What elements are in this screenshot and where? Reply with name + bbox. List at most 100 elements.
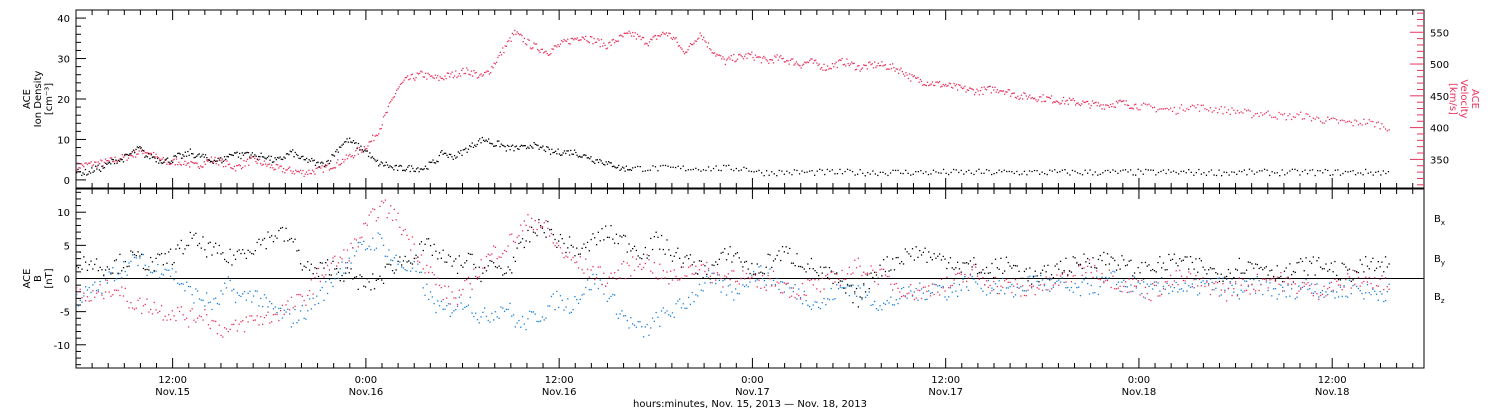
- bx-point: [428, 238, 430, 240]
- density-point: [180, 157, 183, 159]
- bz-point: [195, 321, 197, 323]
- by-point: [830, 287, 832, 290]
- velocity-point: [654, 34, 657, 37]
- velocity-point: [991, 86, 994, 88]
- velocity-point: [1184, 110, 1186, 112]
- bz-point: [1144, 286, 1147, 288]
- by-point: [1368, 292, 1370, 294]
- by-point: [937, 285, 939, 287]
- density-point: [98, 169, 100, 171]
- bx-point: [204, 249, 206, 251]
- velocity-point: [1144, 103, 1147, 105]
- density-point: [811, 170, 813, 172]
- top-panel-frame: [75, 9, 1425, 189]
- bx-point: [274, 235, 276, 237]
- bx-point: [433, 243, 435, 246]
- bx-point: [502, 274, 504, 276]
- velocity-point: [1300, 111, 1302, 113]
- density-point: [983, 172, 985, 174]
- density-point: [712, 167, 715, 170]
- bx-point: [370, 289, 372, 291]
- density-point: [548, 148, 550, 151]
- bx-point: [1339, 279, 1342, 281]
- bz-point: [220, 334, 222, 336]
- density-point: [322, 162, 324, 164]
- by-point: [420, 271, 423, 273]
- density-point: [159, 160, 161, 162]
- velocity-point: [256, 162, 258, 164]
- by-point: [1217, 277, 1219, 280]
- velocity-point: [1035, 99, 1037, 101]
- bz-point: [1260, 284, 1262, 286]
- density-point: [576, 154, 578, 156]
- bx-point: [1323, 268, 1325, 270]
- bx-point: [193, 234, 195, 236]
- density-point: [119, 160, 121, 162]
- by-point: [765, 284, 767, 286]
- by-point: [994, 283, 997, 285]
- density-point: [1365, 168, 1367, 171]
- by-point: [1254, 292, 1257, 294]
- density-point: [627, 169, 629, 171]
- bz-point: [1161, 293, 1163, 295]
- by-point: [281, 317, 284, 319]
- density-point: [87, 173, 89, 175]
- bx-point: [819, 266, 822, 268]
- density-point: [615, 167, 617, 169]
- velocity-point: [268, 163, 270, 165]
- by-point: [475, 312, 477, 314]
- by-point: [1184, 282, 1186, 284]
- density-point: [1304, 169, 1306, 171]
- density-point: [547, 146, 549, 149]
- velocity-point: [825, 69, 828, 71]
- velocity-point: [459, 75, 462, 77]
- bz-point: [323, 276, 325, 278]
- by-point: [594, 283, 596, 285]
- density-point: [302, 155, 304, 157]
- bx-point: [1115, 269, 1118, 271]
- density-point: [803, 171, 806, 174]
- by-point: [431, 296, 433, 298]
- velocity-point: [1206, 109, 1208, 111]
- velocity-point: [456, 76, 458, 79]
- bx-point: [1087, 257, 1089, 260]
- by-point: [104, 279, 107, 281]
- density-point: [551, 148, 553, 150]
- by-point: [363, 240, 365, 242]
- velocity-point: [110, 157, 113, 159]
- by-point: [621, 310, 623, 312]
- bx-point: [404, 255, 406, 258]
- bx-point: [1359, 259, 1361, 261]
- by-point: [453, 310, 455, 312]
- bx-point: [1007, 261, 1009, 264]
- by-point: [247, 292, 249, 294]
- bz-point: [1094, 265, 1096, 267]
- velocity-point: [193, 162, 196, 165]
- density-point: [475, 145, 477, 148]
- velocity-point: [728, 56, 730, 58]
- velocity-point: [261, 164, 263, 166]
- velocity-point: [760, 62, 763, 64]
- bz-point: [144, 303, 146, 306]
- velocity-point: [648, 41, 651, 43]
- density-point: [143, 150, 145, 152]
- by-point: [567, 298, 569, 300]
- bz-point: [919, 289, 921, 292]
- bx-point: [1321, 268, 1323, 270]
- velocity-point: [190, 160, 192, 163]
- by-point: [718, 279, 720, 281]
- velocity-point: [414, 79, 416, 81]
- by-point: [224, 282, 226, 284]
- by-point: [137, 264, 139, 267]
- by-point: [1316, 283, 1318, 285]
- velocity-point: [704, 40, 706, 42]
- velocity-point: [1157, 109, 1159, 111]
- density-point: [672, 166, 674, 168]
- bz-point: [1041, 289, 1044, 291]
- velocity-point: [815, 59, 817, 61]
- bz-point: [231, 323, 233, 326]
- by-point: [278, 307, 280, 310]
- by-point: [1296, 296, 1298, 298]
- velocity-point: [1043, 100, 1045, 103]
- bx-point: [700, 260, 702, 262]
